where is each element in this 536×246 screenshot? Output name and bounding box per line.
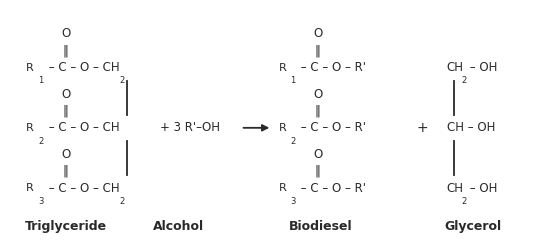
Text: – OH: – OH [465,182,497,195]
Text: ‖: ‖ [315,165,321,178]
Text: 2: 2 [38,137,43,146]
Text: 2: 2 [120,76,125,85]
Text: Alcohol: Alcohol [153,220,204,233]
Text: 1: 1 [290,76,295,85]
Text: 2: 2 [461,197,466,206]
Text: R: R [279,183,286,193]
Text: ‖: ‖ [63,44,69,57]
Text: – C – O – R': – C – O – R' [297,61,367,74]
Text: O: O [61,88,70,101]
Text: R: R [279,123,286,133]
Text: + 3 R'–OH: + 3 R'–OH [160,121,220,134]
Text: R: R [26,183,34,193]
Text: O: O [61,27,70,40]
Text: 2: 2 [461,76,466,85]
Text: O: O [313,148,323,161]
Text: R: R [26,62,34,73]
Text: Biodiesel: Biodiesel [289,220,352,233]
Text: 3: 3 [38,197,43,206]
Text: Glycerol: Glycerol [444,220,501,233]
Text: 1: 1 [38,76,43,85]
Text: R: R [26,123,34,133]
Text: +: + [416,121,428,135]
Text: R: R [279,62,286,73]
Text: ‖: ‖ [63,105,69,117]
Text: CH: CH [446,61,464,74]
Text: – C – O – CH: – C – O – CH [45,61,120,74]
Text: O: O [313,27,323,40]
Text: Triglyceride: Triglyceride [25,220,107,233]
Text: 3: 3 [290,197,295,206]
Text: 2: 2 [120,197,125,206]
Text: – C – O – CH: – C – O – CH [45,121,120,134]
Text: 2: 2 [290,137,295,146]
Text: ‖: ‖ [315,44,321,57]
Text: O: O [313,88,323,101]
Text: – OH: – OH [465,61,497,74]
Text: ‖: ‖ [63,165,69,178]
Text: CH: CH [446,182,464,195]
Text: – C – O – R': – C – O – R' [297,121,367,134]
Text: CH – OH: CH – OH [446,121,495,134]
Text: – C – O – R': – C – O – R' [297,182,367,195]
Text: – C – O – CH: – C – O – CH [45,182,120,195]
Text: O: O [61,148,70,161]
Text: ‖: ‖ [315,105,321,117]
